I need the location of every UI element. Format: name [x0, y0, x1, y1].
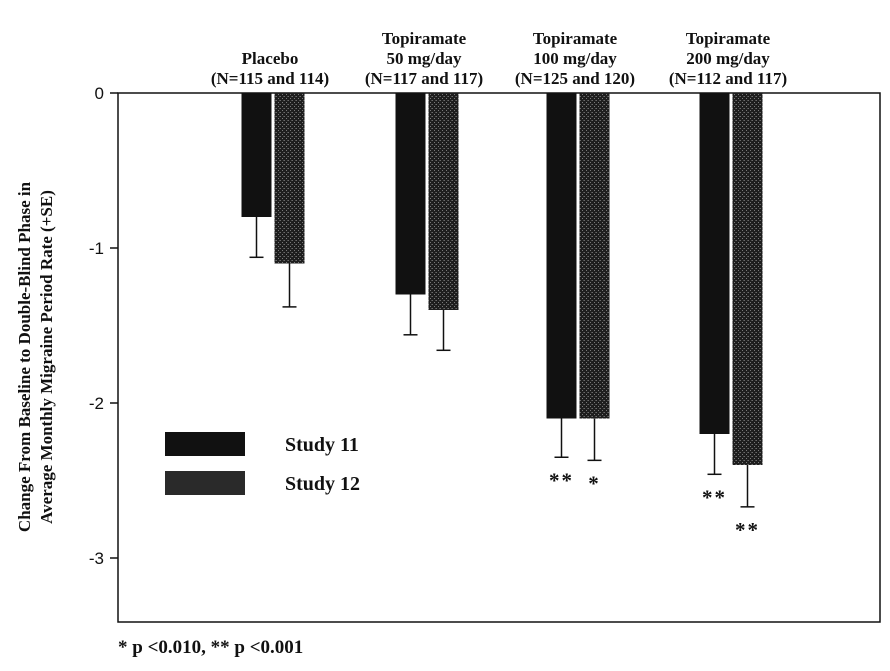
category-label-line: (N=125 and 120) [515, 69, 635, 88]
category-label-line: 100 mg/day [533, 49, 617, 68]
bar-study11 [241, 93, 272, 217]
bar-study12 [428, 93, 459, 310]
category-label-line: Topiramate [382, 29, 467, 48]
bar-study11 [699, 93, 730, 434]
plot-frame [117, 92, 881, 623]
bar-study11 [395, 93, 426, 295]
significance-marker: ** [735, 518, 760, 542]
y-axis-label-line: Change From Baseline to Double-Blind Pha… [15, 181, 34, 532]
footnote: * p <0.010, ** p <0.001 [118, 637, 304, 658]
category-label-line: Topiramate [686, 29, 771, 48]
category-label-line: Placebo [242, 49, 299, 68]
y-tick-label: -1 [89, 239, 104, 258]
y-tick-label: 0 [95, 84, 104, 103]
bars [241, 93, 763, 508]
y-tick-label: -3 [89, 549, 104, 568]
bar-study12 [274, 93, 305, 264]
y-axis-label-line: Average Monthly Migraine Period Rate (+S… [37, 190, 56, 524]
labels: Change From Baseline to Double-Blind Pha… [15, 29, 787, 542]
significance-marker: ** [549, 468, 574, 492]
category-label-line: 200 mg/day [686, 49, 770, 68]
significance-marker: ** [702, 485, 727, 509]
category-label-line: 50 mg/day [386, 49, 462, 68]
y-tick-label: -2 [89, 394, 104, 413]
legend-swatch [165, 432, 245, 456]
category-label-line: Topiramate [533, 29, 618, 48]
category-label: Placebo (N=115 and 114) [211, 49, 329, 88]
category-label: Topiramate 200 mg/day (N=112 and 117) [669, 29, 787, 88]
y-axis-label: Change From Baseline to Double-Blind Pha… [15, 181, 56, 532]
axes: 0 -1 -2 -3 [89, 84, 881, 623]
legend-swatch [165, 471, 245, 495]
category-label-line: (N=117 and 117) [365, 69, 483, 88]
bar-study11 [546, 93, 577, 419]
category-label: Topiramate 50 mg/day (N=117 and 117) [365, 29, 483, 88]
legend-label: Study 12 [285, 473, 360, 495]
category-label-line: (N=115 and 114) [211, 69, 329, 88]
legend: Study 11 Study 12 [165, 432, 360, 495]
significance-marker: * [588, 471, 601, 495]
category-label-line: (N=112 and 117) [669, 69, 787, 88]
bar-study12 [579, 93, 610, 419]
bar-study12 [732, 93, 763, 465]
category-label: Topiramate 100 mg/day (N=125 and 120) [515, 29, 635, 88]
legend-label: Study 11 [285, 434, 359, 456]
